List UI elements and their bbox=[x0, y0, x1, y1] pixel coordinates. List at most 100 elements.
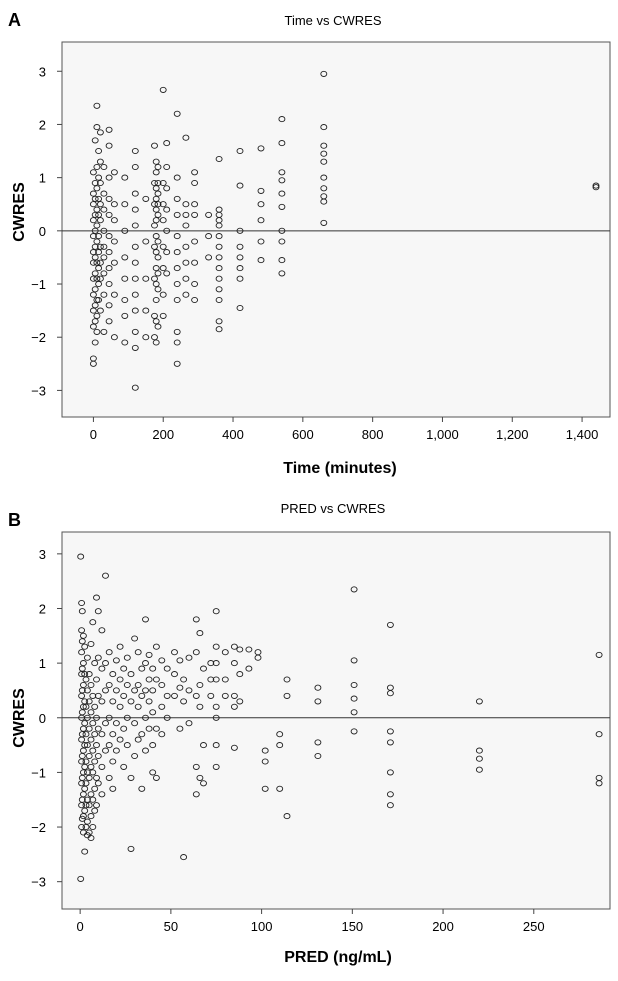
panel-a-data-point bbox=[96, 201, 104, 208]
panel-a-data-point bbox=[96, 307, 104, 314]
panel-b-data-point bbox=[158, 703, 166, 710]
panel-a-data-point bbox=[154, 179, 162, 187]
panel-a-y-tick-label: −1 bbox=[31, 277, 46, 292]
panel-b-data-point bbox=[595, 780, 603, 787]
panel-a-data-point bbox=[110, 201, 118, 208]
panel-a-data-point bbox=[592, 184, 600, 191]
panel-a-data-point bbox=[320, 219, 328, 226]
panel-a-data-point bbox=[105, 280, 113, 288]
panel-a-data-point bbox=[173, 110, 181, 117]
panel-b-data-point bbox=[81, 720, 89, 727]
panel-a-data-point bbox=[131, 344, 139, 351]
panel-b-data-point bbox=[254, 654, 262, 661]
panel-b-data-point bbox=[185, 687, 193, 694]
panel-a-x-tick-label: 1,000 bbox=[426, 427, 459, 442]
panel-a-data-point bbox=[278, 238, 286, 245]
panel-b-y-tick-label: −3 bbox=[31, 875, 46, 890]
panel-a-data-point bbox=[110, 334, 118, 341]
panel-a-data-point bbox=[182, 291, 190, 298]
panel-b-data-point bbox=[221, 649, 229, 656]
panel-a-data-point bbox=[121, 275, 129, 282]
panel-b-data-point bbox=[87, 763, 95, 770]
panel-b-data-point bbox=[180, 676, 188, 683]
panel-a-data-point bbox=[93, 124, 101, 131]
panel-b-data-point bbox=[145, 725, 153, 732]
panel-b-data-point bbox=[79, 681, 87, 689]
panel-b-data-point bbox=[89, 823, 97, 831]
panel-b-data-point bbox=[105, 681, 113, 689]
panel-a-data-point bbox=[93, 185, 101, 192]
panel-a-data-point bbox=[163, 140, 171, 147]
panel-b-y-tick-label: −1 bbox=[31, 765, 46, 780]
panel-b-data-point bbox=[78, 599, 86, 607]
panel-a-data-point bbox=[96, 259, 104, 266]
panel-a-data-point bbox=[159, 291, 167, 298]
panel-a-data-point bbox=[159, 243, 167, 250]
panel-b-data-point bbox=[93, 594, 100, 601]
panel-b-data-point bbox=[236, 646, 244, 653]
panel-b-data-point bbox=[149, 742, 157, 749]
panel-b-x-tick-label: 150 bbox=[341, 919, 363, 934]
panel-b-data-point bbox=[176, 725, 184, 732]
panel-b-data-point bbox=[81, 643, 89, 650]
panel-b-data-point bbox=[105, 714, 113, 721]
panel-b-x-tick-label: 200 bbox=[432, 919, 454, 934]
panel-b-data-point bbox=[83, 742, 91, 749]
panel-a-data-point bbox=[131, 275, 139, 282]
panel-b-data-point bbox=[180, 698, 188, 705]
panel-b-data-point bbox=[91, 758, 99, 765]
panel-a-data-point bbox=[278, 116, 286, 123]
panel-a-data-point bbox=[91, 195, 99, 202]
panel-a-x-tick-label: 800 bbox=[362, 427, 384, 442]
panel-a-data-point bbox=[257, 217, 265, 224]
panel-a-data-point bbox=[105, 318, 113, 325]
panel-a-data-point bbox=[89, 360, 97, 367]
panel-a-data-point bbox=[191, 169, 199, 176]
panel-b-data-point bbox=[98, 627, 106, 634]
panel-b-data-point bbox=[176, 684, 184, 691]
panel-a-y-axis-label: CWRES bbox=[11, 182, 28, 242]
panel-b-data-point bbox=[85, 802, 93, 809]
panel-a-data-point bbox=[320, 198, 328, 205]
panel-a-data-point bbox=[142, 195, 150, 202]
panel-b-scatter-points bbox=[77, 553, 603, 882]
panel-a-data-point bbox=[215, 286, 223, 293]
panel-b-data-point bbox=[105, 774, 113, 781]
panel-b-data-point bbox=[94, 780, 102, 787]
panel-b-data-point bbox=[185, 720, 193, 727]
panel-a-data-point bbox=[105, 174, 113, 181]
panel-a-data-point bbox=[121, 339, 129, 346]
panel-a-data-point bbox=[93, 222, 101, 229]
panel-b-data-point bbox=[207, 692, 215, 699]
panel-a-data-point bbox=[110, 238, 118, 245]
panel-a-data-point bbox=[257, 257, 265, 264]
panel-b-data-point bbox=[221, 692, 229, 699]
panel-b-data-point bbox=[595, 651, 603, 658]
panel-a-data-point bbox=[257, 201, 265, 208]
panel-b-data-point bbox=[93, 714, 100, 721]
panel-a-data-point bbox=[154, 254, 162, 261]
panel-a-data-point bbox=[142, 275, 150, 282]
panel-b-data-point bbox=[386, 621, 394, 628]
panel-b-data-point bbox=[192, 616, 200, 623]
panel-b-data-point bbox=[245, 665, 253, 672]
panel-a-data-point bbox=[152, 233, 160, 240]
panel-b-data-point bbox=[102, 572, 109, 579]
panel-b-axis-ticks: 0 50 100 150 200 250 −3 −2 −1 0 1 2 3 bbox=[31, 547, 544, 934]
panel-b-data-point bbox=[93, 742, 100, 749]
panel-b-data-point bbox=[102, 660, 109, 667]
panel-a-data-point bbox=[236, 243, 244, 250]
panel-a-data-point bbox=[159, 179, 167, 187]
panel-b-data-point bbox=[131, 687, 139, 694]
panel-a-data-point bbox=[278, 140, 286, 147]
panel-b-data-point bbox=[83, 714, 91, 721]
panel-b-data-point bbox=[163, 665, 171, 672]
panel-b-y-tick-label: 0 bbox=[39, 711, 46, 726]
panel-b-data-point bbox=[94, 608, 102, 615]
panel-b-data-point bbox=[171, 692, 178, 699]
panel-b-data-point bbox=[236, 671, 244, 678]
panel-a-data-point bbox=[105, 249, 113, 256]
panel-a-data-point bbox=[91, 318, 99, 325]
panel-a-data-point bbox=[215, 326, 223, 333]
panel-b-data-point bbox=[120, 665, 128, 672]
